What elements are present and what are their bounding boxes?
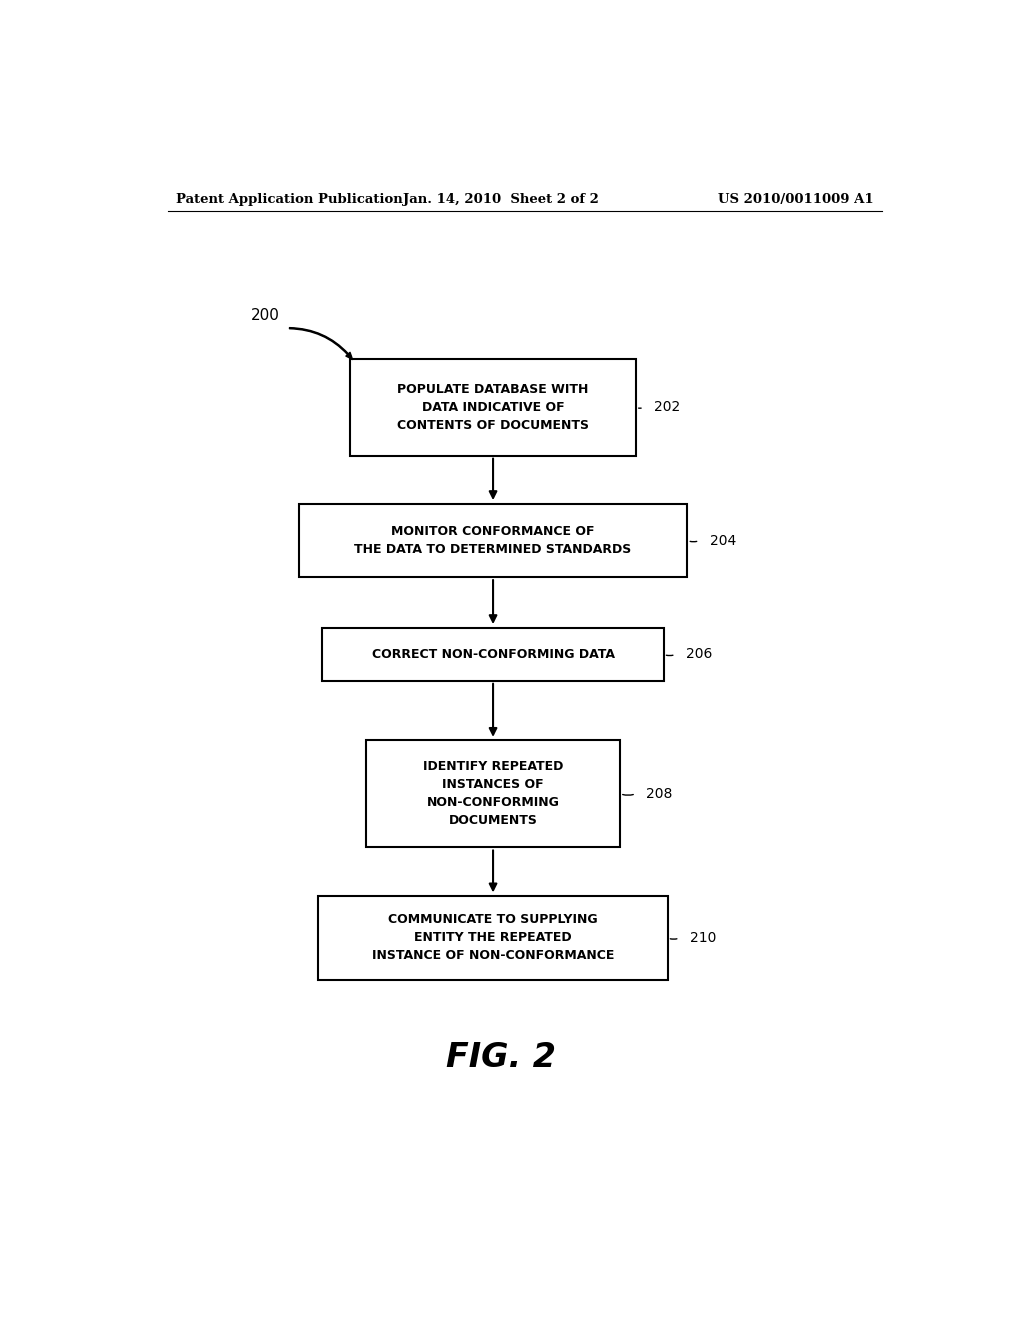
- Text: MONITOR CONFORMANCE OF
THE DATA TO DETERMINED STANDARDS: MONITOR CONFORMANCE OF THE DATA TO DETER…: [354, 525, 632, 556]
- Text: 202: 202: [654, 400, 680, 414]
- Text: 208: 208: [646, 787, 673, 801]
- Text: 200: 200: [251, 309, 280, 323]
- Bar: [318, 896, 668, 979]
- Text: FIG. 2: FIG. 2: [446, 1041, 556, 1074]
- Text: CORRECT NON-CONFORMING DATA: CORRECT NON-CONFORMING DATA: [372, 648, 614, 661]
- Text: Jan. 14, 2010  Sheet 2 of 2: Jan. 14, 2010 Sheet 2 of 2: [403, 193, 599, 206]
- Text: IDENTIFY REPEATED
INSTANCES OF
NON-CONFORMING
DOCUMENTS: IDENTIFY REPEATED INSTANCES OF NON-CONFO…: [423, 760, 563, 828]
- FancyArrowPatch shape: [290, 327, 352, 359]
- Bar: [367, 741, 621, 847]
- Text: POPULATE DATABASE WITH
DATA INDICATIVE OF
CONTENTS OF DOCUMENTS: POPULATE DATABASE WITH DATA INDICATIVE O…: [397, 383, 589, 432]
- Text: 206: 206: [686, 647, 713, 661]
- Text: 204: 204: [710, 533, 736, 548]
- Bar: [299, 504, 687, 577]
- Bar: [323, 628, 664, 681]
- Text: 210: 210: [690, 931, 716, 945]
- Text: US 2010/0011009 A1: US 2010/0011009 A1: [719, 193, 873, 206]
- Text: COMMUNICATE TO SUPPLYING
ENTITY THE REPEATED
INSTANCE OF NON-CONFORMANCE: COMMUNICATE TO SUPPLYING ENTITY THE REPE…: [372, 913, 614, 962]
- Bar: [350, 359, 636, 455]
- Text: Patent Application Publication: Patent Application Publication: [176, 193, 402, 206]
